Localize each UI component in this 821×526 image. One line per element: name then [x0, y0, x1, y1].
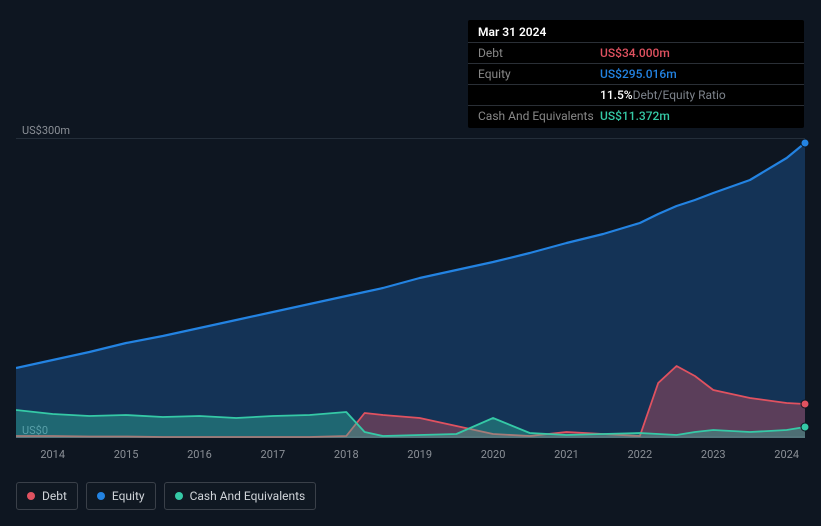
legend-label: Cash And Equivalents [190, 489, 306, 503]
series-marker-cash [801, 423, 810, 432]
tooltip-row: EquityUS$295.016m [468, 64, 804, 85]
legend-swatch-icon [175, 492, 183, 500]
x-axis-label: 2017 [261, 448, 286, 461]
x-axis-label: 2016 [187, 448, 212, 461]
legend-item-debt[interactable]: Debt [16, 482, 78, 510]
y-axis-label: US$300m [22, 124, 70, 137]
x-axis-label: 2020 [481, 448, 506, 461]
x-axis-label: 2014 [40, 448, 65, 461]
chart-legend: Debt Equity Cash And Equivalents [16, 482, 316, 510]
x-axis-label: 2015 [114, 448, 139, 461]
tooltip-label [478, 88, 600, 102]
series-marker-equity [801, 139, 810, 148]
tooltip-value: 11.5% [600, 88, 633, 102]
tooltip-row: Cash And EquivalentsUS$11.372m [468, 106, 804, 126]
tooltip-suffix: Debt/Equity Ratio [633, 88, 726, 102]
legend-item-cash[interactable]: Cash And Equivalents [164, 482, 317, 510]
tooltip-label: Debt [478, 46, 600, 60]
x-axis: 2014 2015 2016 2017 2018 2019 2020 2021 2022 2023… [16, 448, 805, 464]
legend-swatch-icon [97, 492, 105, 500]
x-axis-label: 2019 [407, 448, 432, 461]
tooltip-date-row: Mar 31 2024 [468, 22, 804, 43]
series-marker-debt [801, 400, 810, 409]
legend-swatch-icon [27, 492, 35, 500]
chart-plot-area[interactable] [16, 138, 805, 438]
tooltip-value: US$34.000m [600, 46, 670, 60]
tooltip-value: US$295.016m [600, 67, 677, 81]
tooltip-value: US$11.372m [600, 109, 670, 123]
tooltip-row: 11.5% Debt/Equity Ratio [468, 85, 804, 106]
legend-item-equity[interactable]: Equity [86, 482, 156, 510]
x-axis-label: 2023 [701, 448, 726, 461]
x-axis-label: 2024 [774, 448, 799, 461]
area-chart-svg [16, 138, 805, 438]
x-axis-label: 2021 [554, 448, 579, 461]
tooltip-label: Cash And Equivalents [478, 109, 600, 123]
chart-tooltip: Mar 31 2024 DebtUS$34.000mEquityUS$295.0… [468, 20, 804, 128]
tooltip-date: Mar 31 2024 [478, 25, 546, 39]
legend-label: Equity [112, 489, 145, 503]
legend-label: Debt [42, 489, 67, 503]
tooltip-row: DebtUS$34.000m [468, 43, 804, 64]
tooltip-label: Equity [478, 67, 600, 81]
x-axis-label: 2018 [334, 448, 359, 461]
x-axis-label: 2022 [627, 448, 652, 461]
